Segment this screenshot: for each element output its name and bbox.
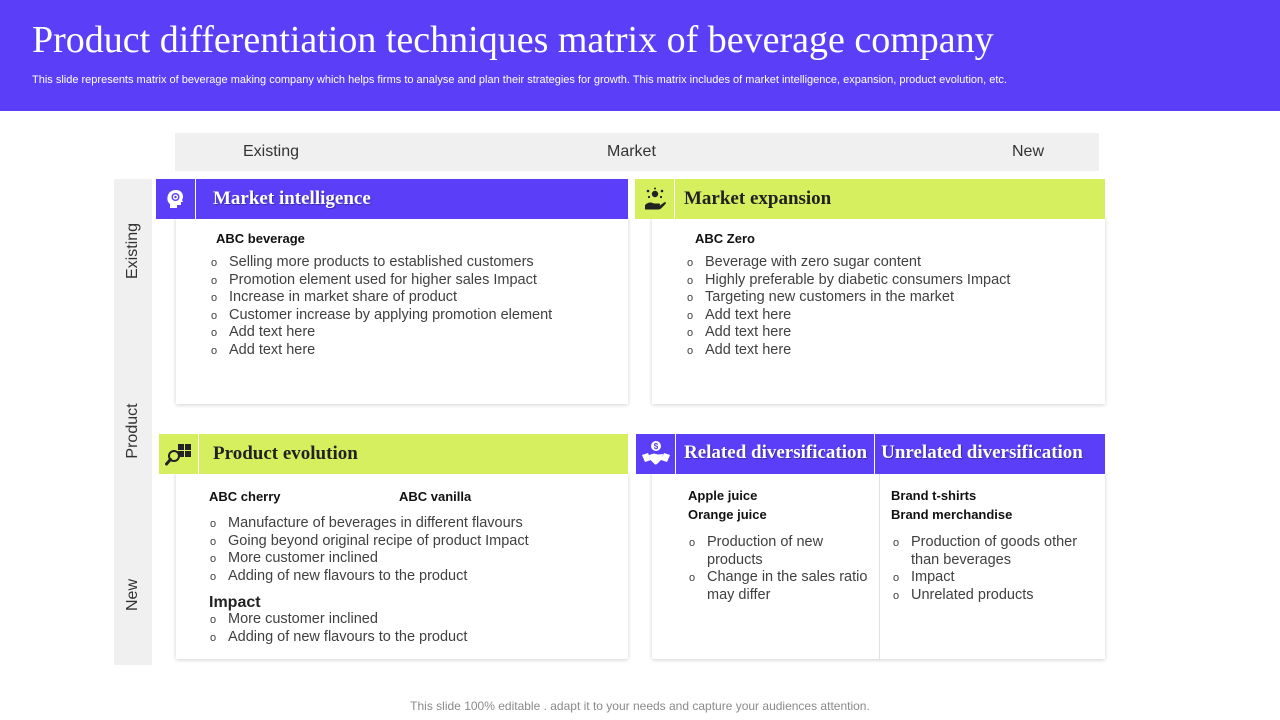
product-evolution-impact-label: Impact <box>209 594 261 611</box>
market-intelligence-header: Market intelligence <box>156 179 628 219</box>
list-item: Add text here <box>211 342 552 360</box>
product-axis-existing: Existing <box>124 222 141 280</box>
list-item: More customer inclined <box>210 611 467 629</box>
list-item: Customer increase by applying promotion … <box>211 307 552 325</box>
product-axis: Existing Product New <box>114 179 152 665</box>
list-item: Change in the sales ratio may differ <box>689 569 869 604</box>
list-item: Add text here <box>687 307 1010 325</box>
list-item: Add text here <box>211 324 552 342</box>
header-banner: Product differentiation techniques matri… <box>0 0 1280 111</box>
unrelated-line-merchandise: Brand merchandise <box>891 507 1013 522</box>
market-expansion-list: Beverage with zero sugar content Highly … <box>687 254 1010 360</box>
related-diversification-list: Production of new products Change in the… <box>689 534 869 604</box>
list-item: Manufacture of beverages in different fl… <box>210 515 529 533</box>
related-line-orange: Orange juice <box>688 507 767 522</box>
list-item: Production of new products <box>689 534 869 569</box>
product-evolution-list: Manufacture of beverages in different fl… <box>210 515 529 586</box>
list-item: Beverage with zero sugar content <box>687 254 1010 272</box>
product-axis-label: Product <box>124 403 141 459</box>
magnifier-boxes-icon <box>159 434 199 474</box>
page-subtitle: This slide represents matrix of beverage… <box>32 74 1007 86</box>
unrelated-diversification-list: Production of goods other than beverages… <box>893 534 1083 605</box>
product-evolution-title: Product evolution <box>213 443 358 464</box>
footer-note: This slide 100% editable . adapt it to y… <box>410 699 870 713</box>
market-expansion-header: Market expansion <box>635 179 1105 219</box>
product-evolution-subtitle-cherry: ABC cherry <box>209 489 281 504</box>
list-item: Increase in market share of product <box>211 289 552 307</box>
related-diversification-title: Related diversification <box>684 442 868 463</box>
list-item: Highly preferable by diabetic consumers … <box>687 272 1010 290</box>
list-item: Going beyond original recipe of product … <box>210 533 529 551</box>
list-item: Targeting new customers in the market <box>687 289 1010 307</box>
product-axis-new: New <box>124 578 141 612</box>
market-expansion-title: Market expansion <box>684 188 832 209</box>
list-item: Add text here <box>687 324 1010 342</box>
market-axis-existing: Existing <box>243 143 300 160</box>
market-axis: Existing Market New <box>175 133 1099 171</box>
unrelated-line-tshirts: Brand t-shirts <box>891 488 977 503</box>
svg-text:$: $ <box>653 442 658 451</box>
head-gear-icon <box>156 179 196 219</box>
diversification-header: $ Related diversification Unrelated dive… <box>636 434 1105 474</box>
product-evolution-impact-list: More customer inclined Adding of new fla… <box>210 611 467 647</box>
page-title: Product differentiation techniques matri… <box>32 19 994 61</box>
list-item: Selling more products to established cus… <box>211 254 552 272</box>
list-item: Adding of new flavours to the product <box>210 568 529 586</box>
diversification-divider <box>879 474 880 659</box>
list-item: Impact <box>893 569 1083 587</box>
unrelated-diversification-title: Unrelated diversification <box>881 442 1083 463</box>
market-intelligence-title: Market intelligence <box>213 188 371 209</box>
header-divider <box>874 434 876 474</box>
product-evolution-header: Product evolution <box>159 434 628 474</box>
market-expansion-subtitle: ABC Zero <box>695 231 755 246</box>
list-item: Adding of new flavours to the product <box>210 629 467 647</box>
related-line-apple: Apple juice <box>688 488 758 503</box>
list-item: Promotion element used for higher sales … <box>211 272 552 290</box>
market-axis-new: New <box>1012 143 1045 160</box>
hand-coins-icon <box>635 179 675 219</box>
handshake-dollar-icon: $ <box>636 434 676 474</box>
product-evolution-subtitle-vanilla: ABC vanilla <box>399 489 472 504</box>
market-intelligence-list: Selling more products to established cus… <box>211 254 552 360</box>
list-item: Unrelated products <box>893 587 1083 605</box>
market-intelligence-subtitle: ABC beverage <box>216 231 305 246</box>
list-item: More customer inclined <box>210 550 529 568</box>
market-axis-label: Market <box>607 143 656 160</box>
list-item: Add text here <box>687 342 1010 360</box>
list-item: Production of goods other than beverages <box>893 534 1083 569</box>
